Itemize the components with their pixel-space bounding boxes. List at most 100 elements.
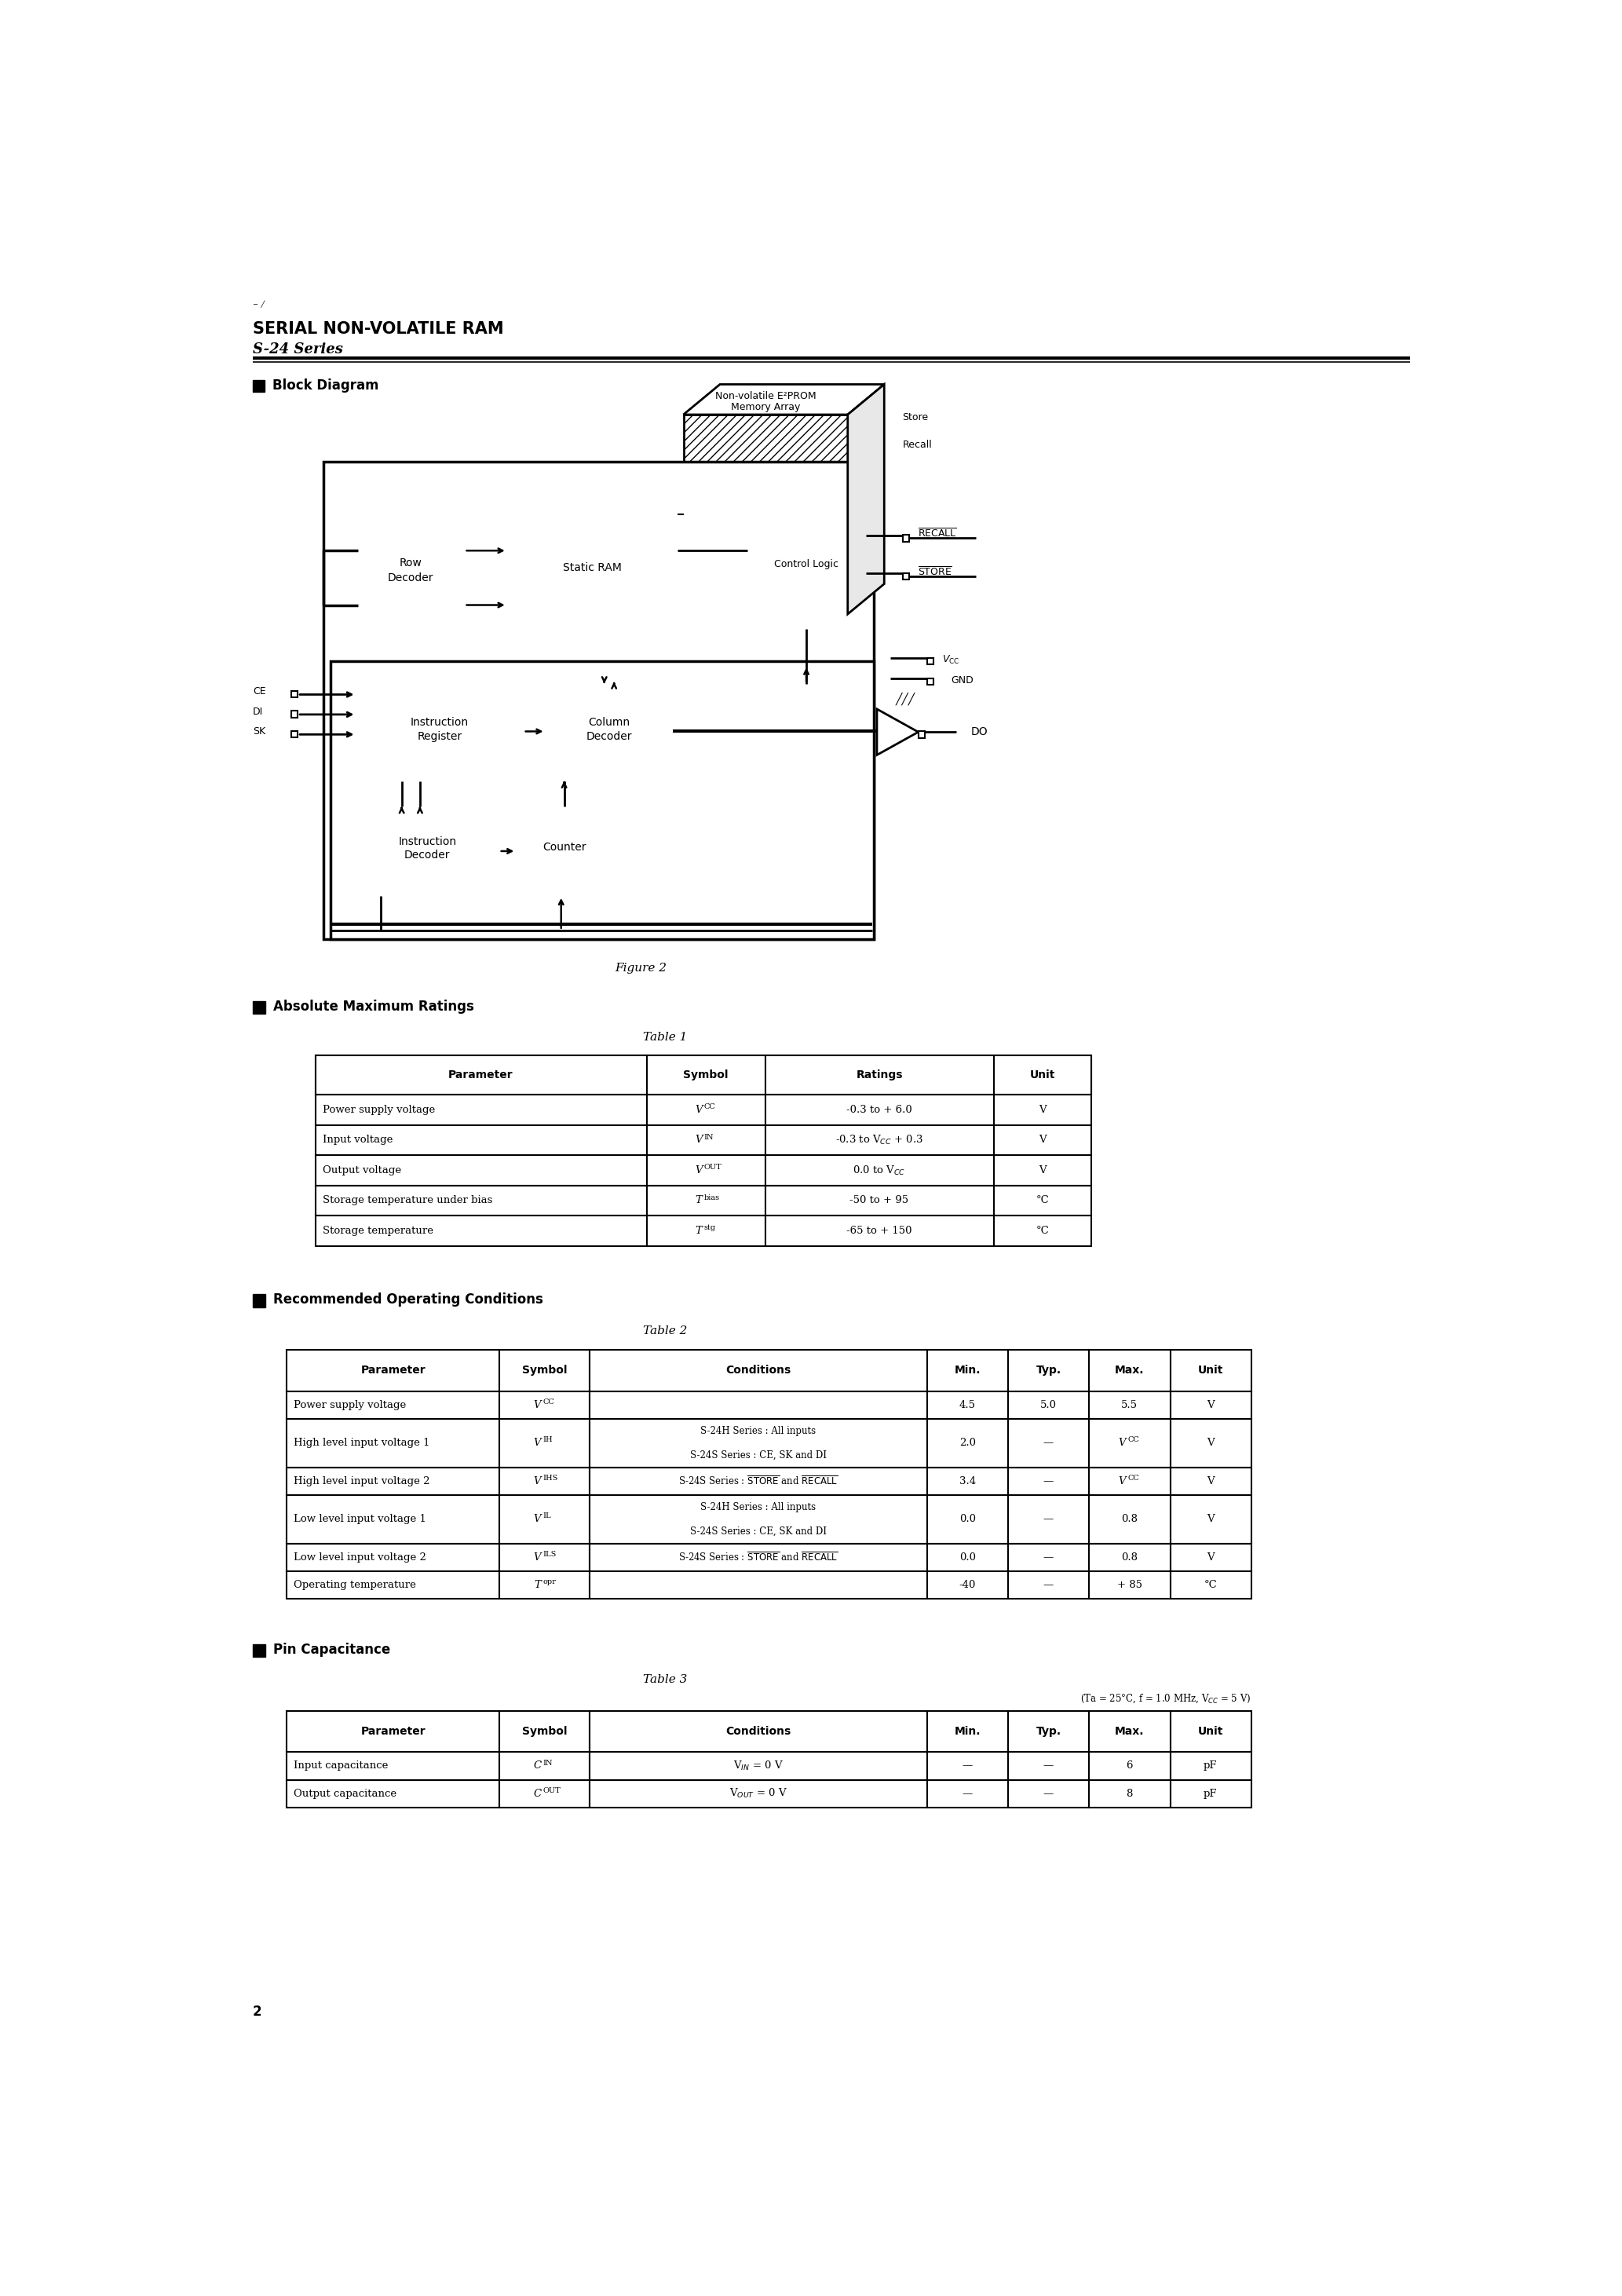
- Text: -50 to + 95: -50 to + 95: [850, 1196, 908, 1205]
- Bar: [315, 1095, 647, 1125]
- Bar: [647, 1095, 766, 1125]
- Text: Static RAM: Static RAM: [563, 563, 621, 574]
- Text: Recall: Recall: [902, 441, 933, 450]
- Bar: [928, 1779, 1009, 1807]
- Bar: [647, 1155, 766, 1185]
- Bar: [1009, 1350, 1090, 1391]
- Text: 2: 2: [253, 2004, 261, 2018]
- Text: V: V: [1207, 1437, 1215, 1449]
- Text: 0.8: 0.8: [1121, 1552, 1137, 1561]
- Text: Unit: Unit: [1197, 1366, 1223, 1375]
- Text: (Ta = 25°C, f = 1.0 MHz, V$_{CC}$ = 5 V): (Ta = 25°C, f = 1.0 MHz, V$_{CC}$ = 5 V): [1080, 1692, 1251, 1706]
- Bar: [1009, 1779, 1090, 1807]
- Bar: [500, 1419, 590, 1467]
- Text: CC: CC: [1127, 1474, 1139, 1481]
- Text: DO: DO: [972, 726, 988, 737]
- Bar: [1009, 1543, 1090, 1570]
- Text: Storage temperature under bias: Storage temperature under bias: [323, 1196, 493, 1205]
- Bar: [928, 1419, 1009, 1467]
- Text: IN: IN: [543, 1759, 553, 1766]
- Text: CC: CC: [1127, 1437, 1139, 1444]
- Bar: [358, 505, 464, 647]
- Text: High level input voltage 2: High level input voltage 2: [294, 1476, 430, 1486]
- Bar: [323, 461, 874, 939]
- Bar: [1169, 1570, 1251, 1598]
- Text: Typ.: Typ.: [1036, 1366, 1061, 1375]
- Text: S-24S Series : CE, SK and DI: S-24S Series : CE, SK and DI: [689, 1451, 827, 1460]
- Text: Store: Store: [902, 413, 928, 422]
- Bar: [1090, 1752, 1169, 1779]
- Bar: [516, 806, 611, 895]
- Bar: [928, 1495, 1009, 1543]
- Bar: [1090, 1391, 1169, 1419]
- Text: V$_{OUT}$ = 0 V: V$_{OUT}$ = 0 V: [730, 1786, 787, 1800]
- Text: V: V: [1038, 1134, 1046, 1146]
- Text: V: V: [1207, 1552, 1215, 1561]
- Bar: [902, 574, 910, 579]
- Text: -0.3 to V$_{CC}$ + 0.3: -0.3 to V$_{CC}$ + 0.3: [835, 1134, 923, 1146]
- Text: Register: Register: [417, 730, 462, 742]
- Text: Typ.: Typ.: [1036, 1727, 1061, 1738]
- Bar: [1009, 1752, 1090, 1779]
- Text: V: V: [1038, 1104, 1046, 1116]
- Bar: [253, 381, 264, 393]
- Bar: [766, 1056, 994, 1095]
- Text: Table 2: Table 2: [642, 1325, 688, 1336]
- Bar: [500, 1467, 590, 1495]
- Text: Column: Column: [589, 716, 629, 728]
- Bar: [1169, 1752, 1251, 1779]
- Text: V: V: [1118, 1476, 1126, 1486]
- Bar: [315, 1056, 647, 1095]
- Bar: [926, 677, 934, 684]
- Bar: [928, 1752, 1009, 1779]
- Bar: [1169, 1779, 1251, 1807]
- Bar: [287, 1570, 500, 1598]
- Text: SERIAL NON-VOLATILE RAM: SERIAL NON-VOLATILE RAM: [253, 321, 503, 338]
- Text: -65 to + 150: -65 to + 150: [847, 1226, 912, 1235]
- Bar: [1090, 1419, 1169, 1467]
- Bar: [357, 682, 524, 781]
- Text: Recommended Operating Conditions: Recommended Operating Conditions: [274, 1293, 543, 1306]
- Bar: [1090, 1779, 1169, 1807]
- Text: °C: °C: [1036, 1226, 1049, 1235]
- Text: S-24S Series : CE, SK and DI: S-24S Series : CE, SK and DI: [689, 1527, 827, 1536]
- Text: OUT: OUT: [543, 1786, 561, 1793]
- Text: Symbol: Symbol: [522, 1727, 568, 1738]
- Bar: [287, 1543, 500, 1570]
- Text: T: T: [696, 1196, 702, 1205]
- Text: Instruction: Instruction: [397, 836, 456, 847]
- Text: —: —: [962, 1789, 973, 1798]
- Text: Unit: Unit: [1030, 1070, 1056, 1081]
- Text: S-24H Series : All inputs: S-24H Series : All inputs: [701, 1502, 816, 1513]
- Bar: [1169, 1495, 1251, 1543]
- Bar: [994, 1125, 1092, 1155]
- Text: DI: DI: [253, 707, 263, 716]
- Bar: [253, 1001, 266, 1015]
- Text: —: —: [1043, 1761, 1054, 1770]
- Bar: [500, 1752, 590, 1779]
- Bar: [1090, 1495, 1169, 1543]
- Bar: [315, 1155, 647, 1185]
- Text: —: —: [1043, 1513, 1054, 1525]
- Bar: [928, 1350, 1009, 1391]
- Text: T: T: [696, 1226, 702, 1235]
- Text: V: V: [534, 1513, 542, 1525]
- Bar: [994, 1155, 1092, 1185]
- Bar: [500, 1391, 590, 1419]
- Bar: [508, 466, 678, 684]
- Text: 0.8: 0.8: [1121, 1513, 1137, 1525]
- Text: -0.3 to + 6.0: -0.3 to + 6.0: [847, 1104, 912, 1116]
- Bar: [918, 732, 925, 737]
- Bar: [1009, 1495, 1090, 1543]
- Text: Input voltage: Input voltage: [323, 1134, 393, 1146]
- Text: —: —: [962, 1761, 973, 1770]
- Bar: [1169, 1391, 1251, 1419]
- Text: High level input voltage 1: High level input voltage 1: [294, 1437, 430, 1449]
- Text: Figure 2: Figure 2: [615, 962, 667, 974]
- Bar: [287, 1350, 500, 1391]
- Text: Absolute Maximum Ratings: Absolute Maximum Ratings: [274, 999, 474, 1013]
- Text: $\overline{\rm RECALL}$: $\overline{\rm RECALL}$: [918, 528, 957, 540]
- Text: pF: pF: [1204, 1761, 1216, 1770]
- Bar: [290, 730, 298, 737]
- Text: V: V: [534, 1552, 542, 1561]
